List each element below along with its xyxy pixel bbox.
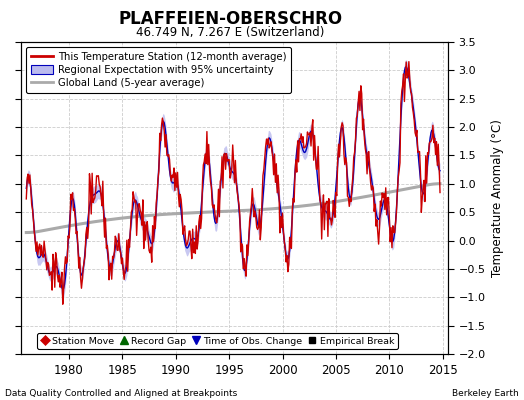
Y-axis label: Temperature Anomaly (°C): Temperature Anomaly (°C): [491, 119, 504, 277]
Legend: Station Move, Record Gap, Time of Obs. Change, Empirical Break: Station Move, Record Gap, Time of Obs. C…: [37, 333, 398, 349]
Text: Berkeley Earth: Berkeley Earth: [452, 389, 519, 398]
Text: 46.749 N, 7.267 E (Switzerland): 46.749 N, 7.267 E (Switzerland): [136, 26, 325, 39]
Text: Data Quality Controlled and Aligned at Breakpoints: Data Quality Controlled and Aligned at B…: [5, 389, 237, 398]
Text: PLAFFEIEN-OBERSCHRO: PLAFFEIEN-OBERSCHRO: [118, 10, 343, 28]
